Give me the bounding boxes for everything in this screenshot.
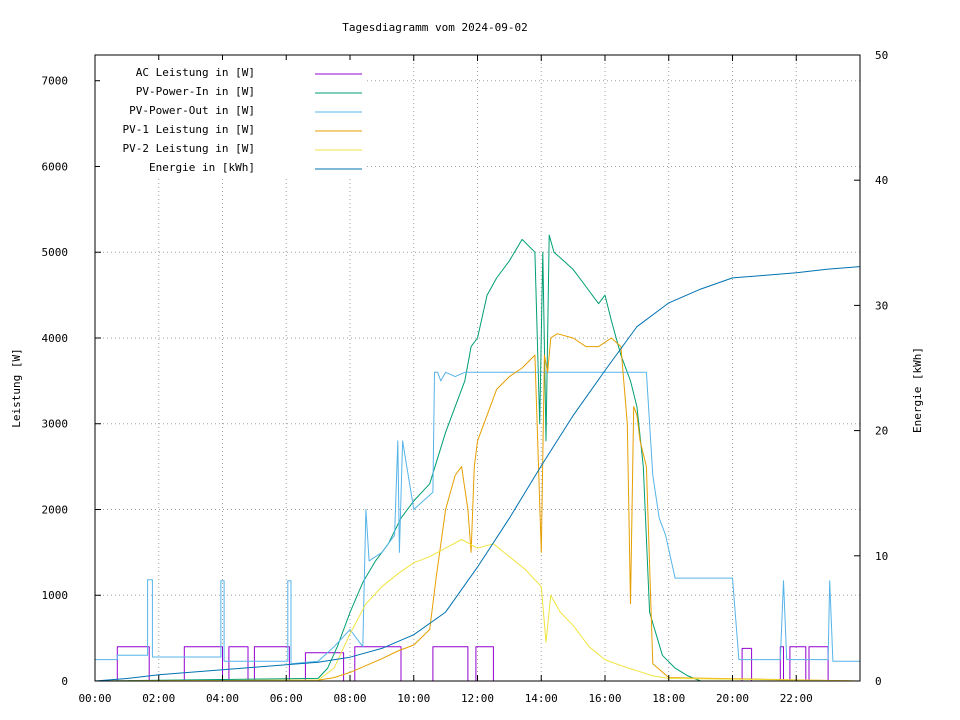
y2-tick-label: 40 <box>875 174 888 187</box>
x-tick-label: 04:00 <box>206 692 239 705</box>
legend: AC Leistung in [W] PV-Power-In in [W] PV-P… <box>100 60 365 178</box>
legend-label: PV-Power-Out in [W] <box>129 104 255 117</box>
legend-label: PV-2 Leistung in [W] <box>123 142 255 155</box>
y2-tick-label: 30 <box>875 299 888 312</box>
series-line-energie-in-kwh <box>94 266 861 682</box>
series-line-pv-power-in-in-w <box>94 234 860 682</box>
y-tick-label: 5000 <box>42 246 69 259</box>
y-axis-label: Leistung [W] <box>10 348 23 427</box>
y2-tick-label: 10 <box>875 550 888 563</box>
legend-label: AC Leistung in [W] <box>136 66 255 79</box>
x-tick-label: 00:00 <box>78 692 111 705</box>
y2-axis-label: Energie [kWh] <box>911 347 924 433</box>
chart-title: Tagesdiagramm vom 2024-09-02 <box>342 21 527 34</box>
x-tick-label: 22:00 <box>780 692 813 705</box>
y-tick-label: 1000 <box>42 589 69 602</box>
y-tick-label: 3000 <box>42 418 69 431</box>
axes: 00:00 02:00 04:00 06:00 08:00 10:00 12:00 14:00… <box>42 49 889 705</box>
x-tick-label: 02:00 <box>142 692 175 705</box>
y2-tick-label: 20 <box>875 425 888 438</box>
x-tick-label: 20:00 <box>716 692 749 705</box>
y-tick-label: 4000 <box>42 332 69 345</box>
legend-label: PV-1 Leistung in [W] <box>123 123 255 136</box>
plot-frame <box>94 54 861 682</box>
y-tick-label: 2000 <box>42 503 69 516</box>
x-tick-label: 06:00 <box>270 692 303 705</box>
y2-tick-label: 0 <box>875 675 882 688</box>
legend-background <box>100 60 365 178</box>
x-tick-label: 10:00 <box>397 692 430 705</box>
series-layer <box>94 234 861 682</box>
series-line-pv-2-leistung-in-w <box>94 539 861 682</box>
y-tick-label: 7000 <box>42 75 69 88</box>
y-tick-label: 6000 <box>42 160 69 173</box>
x-tick-label: 12:00 <box>461 692 494 705</box>
x-tick-label: 08:00 <box>333 692 366 705</box>
series-line-pv-1-leistung-in-w <box>94 333 861 682</box>
x-tick-label: 18:00 <box>652 692 685 705</box>
x-tick-label: 14:00 <box>525 692 558 705</box>
legend-label: PV-Power-In in [W] <box>136 85 255 98</box>
x-tick-label: 16:00 <box>588 692 621 705</box>
y2-tick-label: 50 <box>875 49 888 62</box>
y-tick-label: 0 <box>61 675 68 688</box>
legend-label: Energie in [kWh] <box>149 161 255 174</box>
series-line-pv-power-out-in-w <box>95 371 860 665</box>
